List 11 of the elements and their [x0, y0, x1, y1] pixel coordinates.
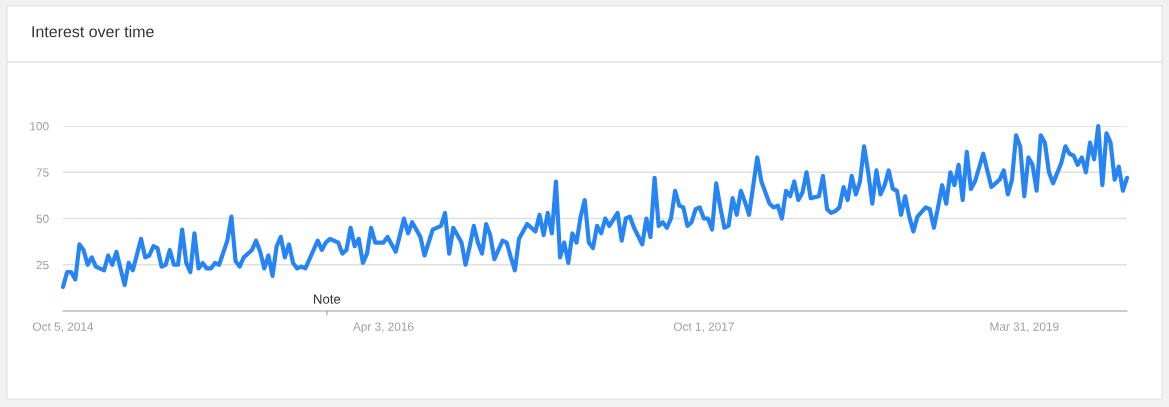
y-tick-label: 75	[36, 168, 49, 177]
annotation: Note	[314, 294, 341, 304]
y-tick-label: 100	[30, 122, 49, 131]
x-tick-label: Oct 1, 2017	[673, 322, 734, 333]
chart-title: Interest over time	[32, 25, 154, 38]
x-tick-label: Mar 31, 2019	[990, 322, 1059, 333]
x-tick-label: Oct 5, 2014	[33, 322, 94, 333]
x-tick-label: Apr 3, 2016	[352, 322, 414, 334]
y-tick-label: 50	[36, 214, 49, 223]
y-tick-label: 25	[36, 260, 49, 270]
line-series	[60, 123, 1130, 290]
